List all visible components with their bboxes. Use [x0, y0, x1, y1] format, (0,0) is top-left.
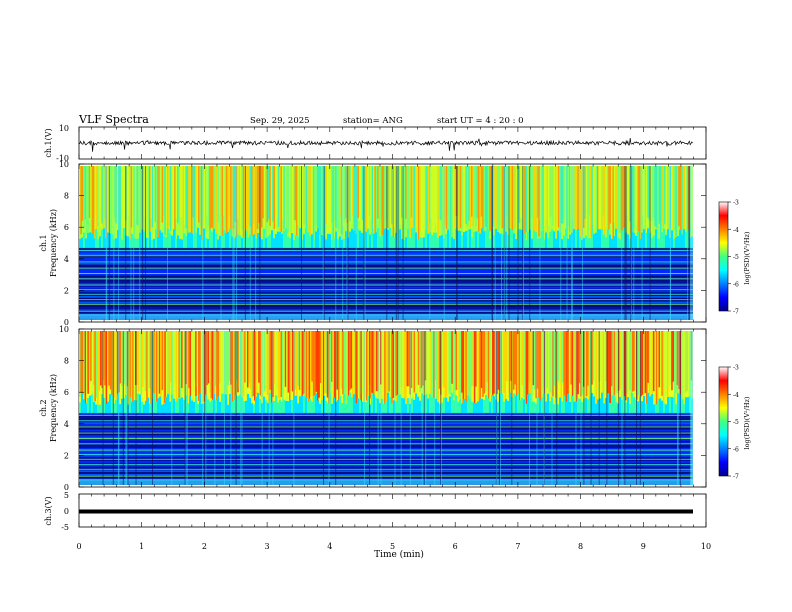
x-tick-label: 9 — [641, 542, 646, 551]
spec-ytick-label: 6 — [64, 388, 69, 397]
ch1-spectrogram-yticks: 0 2 4 6 8 10 — [59, 160, 707, 327]
spec-ytick-label: 8 — [64, 357, 69, 366]
spec-ytick-label: 10 — [59, 160, 69, 169]
start-time-label: start UT = 4 : 20 : 0 — [437, 116, 524, 126]
colorbar-tick-label: -6 — [733, 446, 739, 453]
ch2-spec-ylabel-channel: ch.2 — [39, 399, 48, 416]
x-tick-label: 0 — [76, 542, 81, 551]
ch1-ylabel: ch.1(V) — [44, 128, 53, 157]
x-tick-label: 4 — [327, 542, 332, 551]
spec-ytick-label: 4 — [64, 420, 69, 429]
spec-ytick-label: 6 — [64, 223, 69, 232]
ch1-waveform-line — [78, 138, 693, 152]
ch1-colorbar-label: log(PSD)(V²/Hz) — [743, 231, 751, 284]
x-tick-label: 7 — [515, 542, 520, 551]
spec-ytick-label: 8 — [64, 192, 69, 201]
ch1-waveform-ticks — [78, 127, 707, 159]
ch3-ytick-bottom: -5 — [61, 523, 69, 532]
colorbar-tick-label: -6 — [733, 281, 739, 288]
x-tick-label: 1 — [139, 542, 144, 551]
spec-ytick-label: 10 — [59, 325, 69, 334]
colorbar-tick-label: -4 — [733, 227, 739, 234]
ch3-waveform-panel: 5 0 -5 ch.3(V) — [44, 491, 707, 532]
ch1-spec-ylabel-freq: Frequency (kHz) — [49, 209, 58, 277]
x-tick-label: 6 — [453, 542, 458, 551]
colorbar-tick-label: -4 — [733, 392, 739, 399]
ch2-spectrogram-panel: 0 2 4 6 8 10 ch.2 Frequency (kHz) — [39, 325, 707, 492]
ch1-spectrogram-panel: 0 2 4 6 8 10 ch.1 Frequency (kHz) — [39, 160, 707, 327]
ch2-spec-ylabel-freq: Frequency (kHz) — [49, 374, 58, 442]
ch1-spectrogram-image — [79, 166, 693, 320]
ch1-waveform-panel: 10 -10 ch.1(V) — [44, 124, 707, 163]
ch1-colorbar: -3 -4 -5 -6 -7 log(PSD)(V²/Hz) — [718, 200, 751, 316]
colorbar-tick-label: -7 — [733, 309, 739, 316]
spec-ytick-label: 4 — [64, 255, 69, 264]
x-tick-label: 5 — [390, 542, 395, 551]
ch1-spec-ylabel-channel: ch.1 — [39, 234, 48, 251]
ch3-ytick-top: 5 — [64, 491, 69, 500]
colorbar-tick-label: -5 — [733, 254, 739, 261]
station-label: station= ANG — [343, 116, 403, 126]
spec-ytick-label: 0 — [64, 483, 69, 492]
ch3-ytick-mid: 0 — [64, 507, 69, 516]
x-axis-tick-labels: 0 1 2 3 4 5 6 7 8 9 10 — [76, 542, 711, 551]
ch1-ytick-top: 10 — [59, 124, 69, 133]
x-tick-label: 10 — [701, 542, 711, 551]
spec-ytick-label: 2 — [64, 451, 69, 460]
colorbar-tick-label: -7 — [733, 474, 739, 481]
spec-ytick-label: 2 — [64, 286, 69, 295]
date-label: Sep. 29, 2025 — [250, 116, 310, 126]
spec-ytick-label: 0 — [64, 318, 69, 327]
x-axis-label: Time (min) — [374, 549, 424, 560]
colorbar-tick-label: -3 — [733, 200, 739, 207]
ch1-ytick-bottom: -10 — [56, 154, 69, 163]
ch3-ylabel: ch.3(V) — [44, 496, 53, 525]
x-tick-label: 2 — [202, 542, 207, 551]
colorbar-tick-label: -3 — [733, 365, 739, 372]
ch3-waveform-line — [79, 509, 693, 514]
ch2-spectrogram-image — [79, 331, 693, 485]
figure-title: VLF Spectra — [78, 113, 149, 126]
ch2-colorbar: -3 -4 -5 -6 -7 log(PSD)(V²/Hz) — [718, 365, 751, 481]
x-tick-label: 8 — [578, 542, 583, 551]
ch2-spectrogram-yticks: 0 2 4 6 8 10 — [59, 325, 707, 492]
colorbar-tick-label: -5 — [733, 419, 739, 426]
x-tick-label: 3 — [265, 542, 270, 551]
ch2-colorbar-label: log(PSD)(V²/Hz) — [743, 396, 751, 449]
